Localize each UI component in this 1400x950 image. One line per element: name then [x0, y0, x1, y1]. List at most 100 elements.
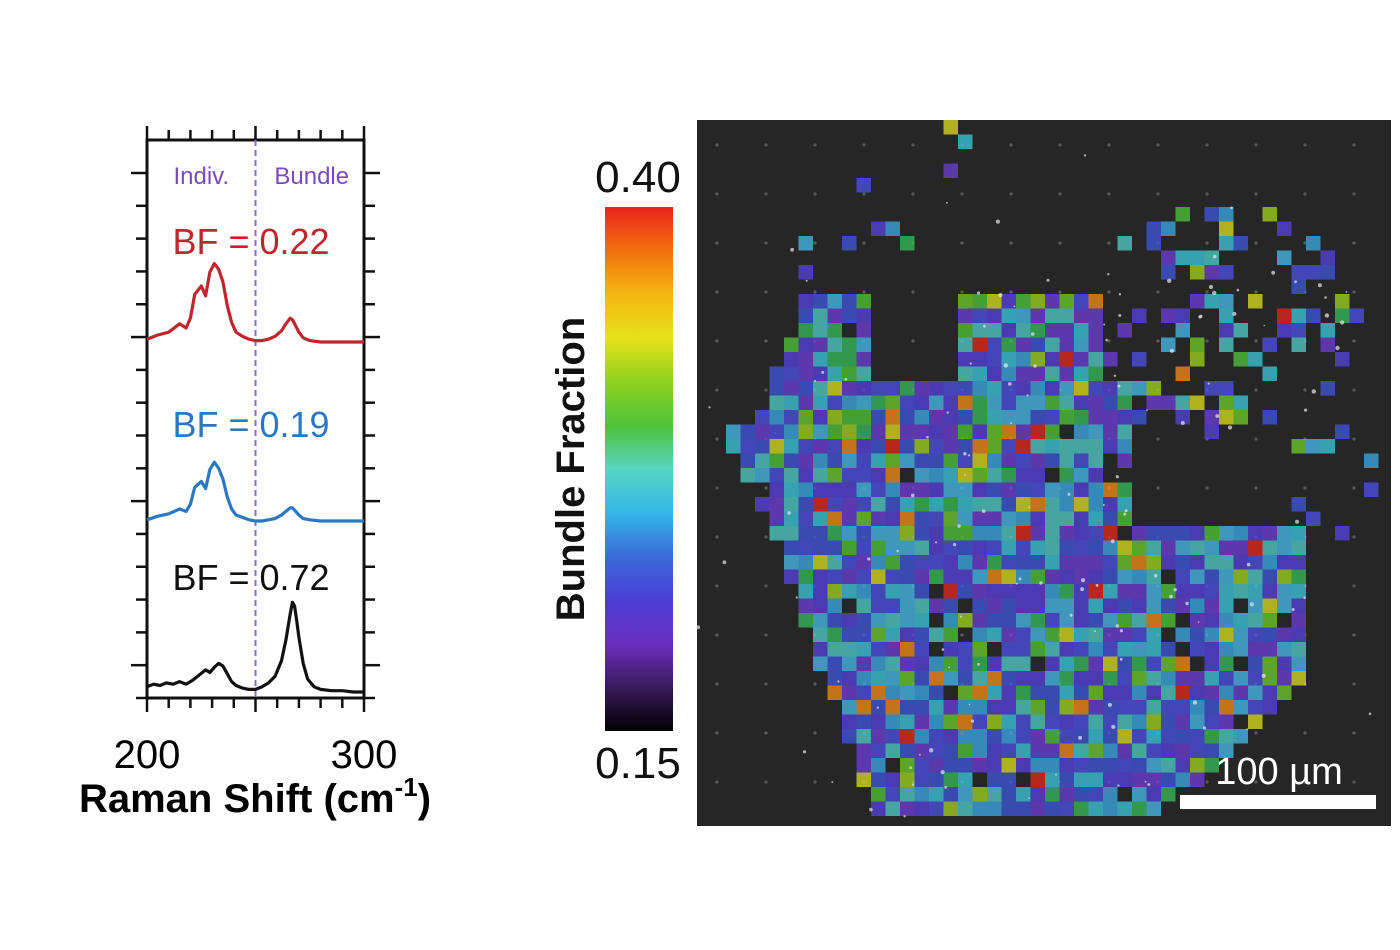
map-pixel [929, 685, 944, 700]
map-pixel [813, 308, 828, 323]
map-pixel [1233, 323, 1248, 338]
speckle [844, 377, 848, 381]
map-pixel [813, 613, 828, 628]
map-pixel [972, 511, 987, 526]
map-pixel [1262, 540, 1277, 555]
map-pixel [929, 656, 944, 671]
map-pixel [784, 439, 799, 454]
map-pixel [1059, 337, 1074, 352]
map-pixel [1146, 221, 1161, 236]
map-pixel [1161, 714, 1176, 729]
map-pixel [958, 685, 973, 700]
map-pixel [871, 758, 886, 773]
map-pixel [871, 511, 886, 526]
map-pixel [871, 482, 886, 497]
map-pixel [1045, 598, 1060, 613]
map-pixel [1030, 526, 1045, 541]
map-pixel [1291, 526, 1306, 541]
map-pixel [1117, 743, 1132, 758]
map-pixel [1074, 439, 1089, 454]
map-pixel [1277, 569, 1292, 584]
map-pixel [943, 642, 958, 657]
map-pixel [1059, 569, 1074, 584]
speckle [909, 766, 912, 769]
map-pixel [914, 468, 929, 483]
map-pixel [856, 714, 871, 729]
map-pixel [813, 540, 828, 555]
map-pixel [1001, 323, 1016, 338]
map-pixel [1262, 700, 1277, 715]
map-pixel [827, 453, 842, 468]
map-pixel [1074, 613, 1089, 628]
map-pixel [929, 714, 944, 729]
map-pixel [842, 714, 857, 729]
map-pixel [1001, 642, 1016, 657]
map-pixel [769, 395, 784, 410]
map-pixel [1059, 584, 1074, 599]
map-pixel [1233, 555, 1248, 570]
map-pixel [769, 410, 784, 425]
speckle [1213, 254, 1217, 259]
map-pixel [1045, 555, 1060, 570]
map-pixel [1001, 671, 1016, 686]
grid-dot [1205, 143, 1209, 147]
map-pixel [1161, 221, 1176, 236]
map-pixel [1204, 613, 1219, 628]
map-pixel [943, 743, 958, 758]
map-pixel [900, 511, 915, 526]
map-pixel [1045, 787, 1060, 802]
map-pixel [1219, 265, 1234, 280]
map-pixel [885, 714, 900, 729]
map-pixel [943, 627, 958, 642]
map-pixel [987, 787, 1002, 802]
map-pixel [1349, 308, 1364, 323]
grid-dot [1156, 192, 1160, 196]
map-pixel [1204, 569, 1219, 584]
map-pixel [1117, 439, 1132, 454]
map-pixel [1059, 381, 1074, 396]
map-pixel [1190, 685, 1205, 700]
map-pixel [1146, 395, 1161, 410]
map-pixel [1074, 323, 1089, 338]
map-pixel [1045, 526, 1060, 541]
map-pixel [813, 555, 828, 570]
map-pixel [1001, 381, 1016, 396]
map-pixel [755, 468, 770, 483]
map-pixel [1045, 613, 1060, 628]
map-pixel [958, 323, 973, 338]
speckle [1295, 519, 1299, 524]
speckle [1010, 422, 1013, 425]
map-pixel [1175, 410, 1190, 425]
map-pixel [1030, 685, 1045, 700]
map-pixel [1016, 511, 1031, 526]
map-pixel [958, 671, 973, 686]
map-pixel [1219, 221, 1234, 236]
speckle [1236, 288, 1240, 292]
map-pixel [1001, 366, 1016, 381]
map-pixel [1117, 569, 1132, 584]
map-pixel [1175, 395, 1190, 410]
grid-dot [1254, 290, 1258, 294]
map-pixel [1074, 627, 1089, 642]
speckle [1263, 324, 1265, 327]
map-pixel [1219, 526, 1234, 541]
map-pixel [929, 453, 944, 468]
map-pixel [900, 410, 915, 425]
map-pixel [929, 671, 944, 686]
speckle [926, 435, 929, 439]
map-pixel [842, 584, 857, 599]
map-pixel [1335, 294, 1350, 309]
grid-dot [1303, 780, 1307, 784]
map-pixel [1016, 642, 1031, 657]
map-pixel [958, 395, 973, 410]
map-pixel [958, 410, 973, 425]
map-pixel [1277, 627, 1292, 642]
speckle [1324, 313, 1330, 318]
map-pixel [1291, 584, 1306, 599]
map-pixel [1059, 787, 1074, 802]
map-pixel [1030, 613, 1045, 628]
map-pixel [1291, 265, 1306, 280]
grid-dot [1156, 143, 1160, 147]
map-pixel [1001, 787, 1016, 802]
map-pixel [1088, 685, 1103, 700]
